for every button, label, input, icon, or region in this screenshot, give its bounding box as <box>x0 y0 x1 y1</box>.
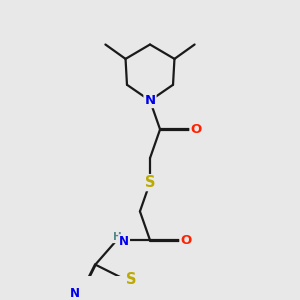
Text: N: N <box>70 287 80 300</box>
Text: N: N <box>144 94 156 107</box>
Text: S: S <box>126 272 136 286</box>
Text: H: H <box>112 232 121 242</box>
Text: S: S <box>145 175 155 190</box>
Text: O: O <box>180 234 192 247</box>
Text: N: N <box>119 235 129 248</box>
Text: O: O <box>190 123 202 136</box>
